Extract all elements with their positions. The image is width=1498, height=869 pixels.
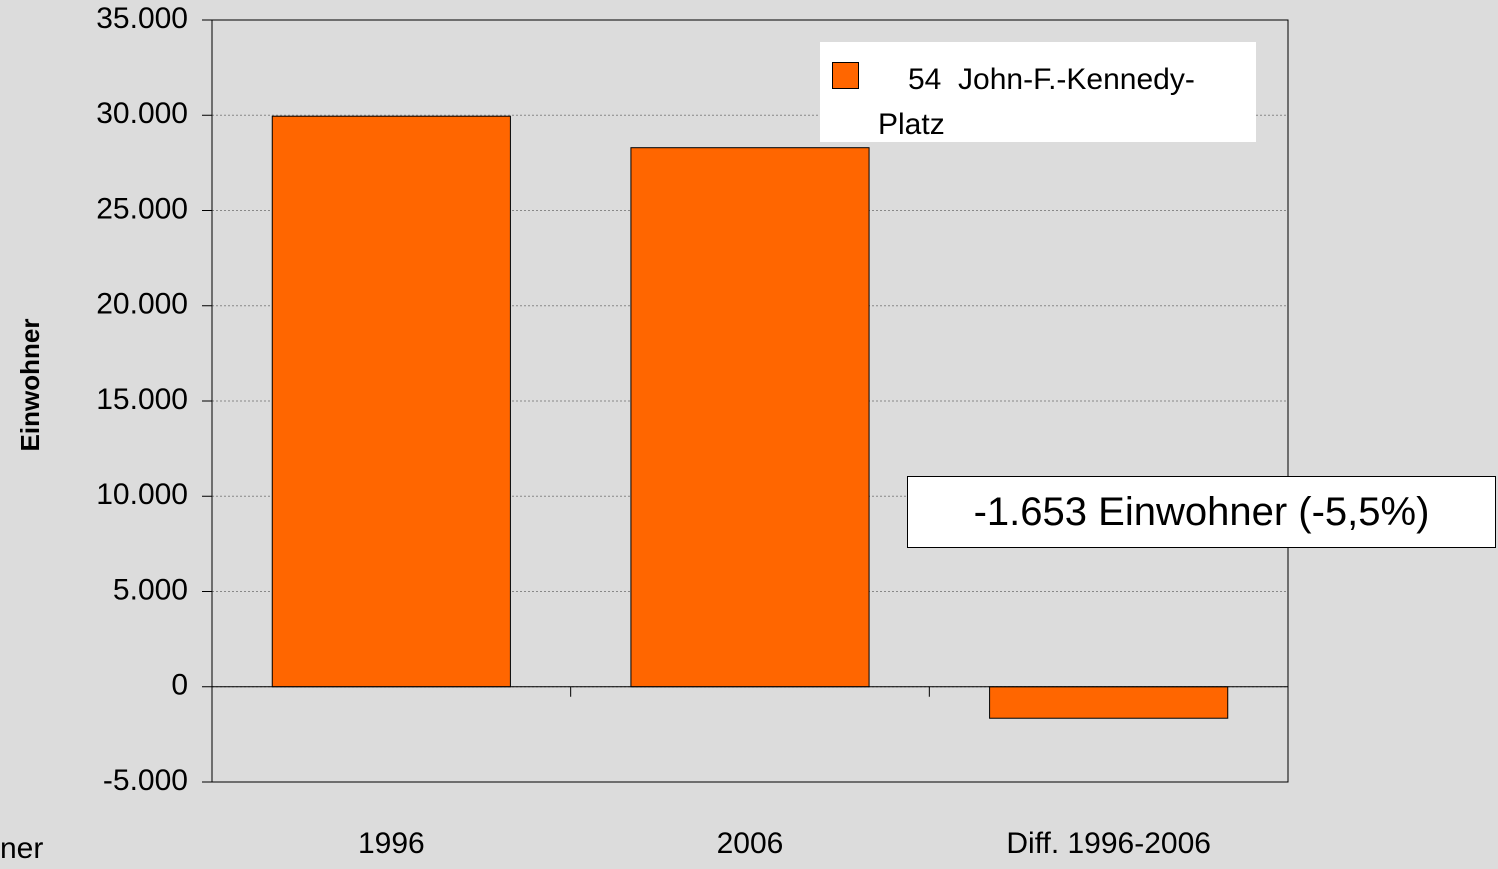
x-tick-label: 2006 xyxy=(717,827,784,860)
y-tick-label: 10.000 xyxy=(96,478,188,511)
legend: 54 John-F.-Kennedy-Platz xyxy=(820,42,1256,142)
side-text: ner xyxy=(0,832,43,865)
x-tick-label: Diff. 1996-2006 xyxy=(1006,827,1211,860)
y-tick-label: 35.000 xyxy=(96,2,188,35)
legend-label: 54 John-F.-Kennedy-Platz xyxy=(878,63,1195,141)
y-axis-label: Einwohner xyxy=(15,319,45,452)
y-tick-label: 15.000 xyxy=(96,383,188,416)
legend-swatch xyxy=(832,62,859,89)
bar xyxy=(271,115,511,688)
y-tick-label: 5.000 xyxy=(113,573,188,606)
y-tick-label: 0 xyxy=(171,669,188,702)
x-tick-label: 1996 xyxy=(358,827,425,860)
y-tick-label: 20.000 xyxy=(96,288,188,321)
bar xyxy=(989,686,1229,719)
y-tick-label: 30.000 xyxy=(96,97,188,130)
y-tick-label: 25.000 xyxy=(96,192,188,225)
y-tick-label: -5.000 xyxy=(103,764,188,797)
bar xyxy=(630,147,870,688)
annotation: -1.653 Einwohner (-5,5%) xyxy=(907,476,1496,548)
plot-border xyxy=(211,19,1289,783)
